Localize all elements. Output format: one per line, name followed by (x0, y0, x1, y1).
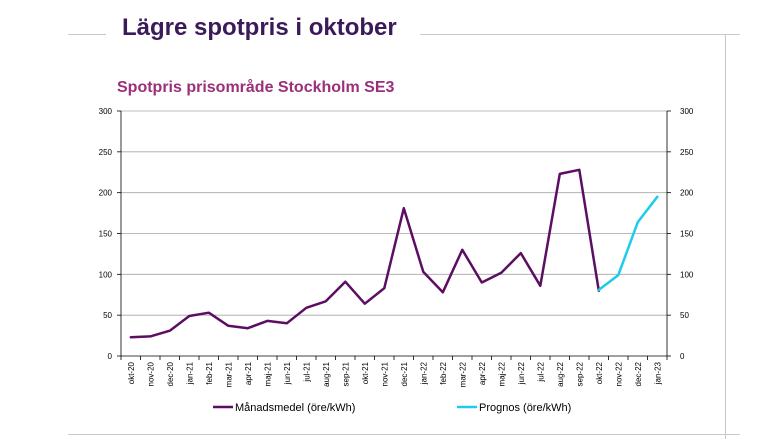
x-tick-label: maj-21 (263, 361, 272, 386)
x-tick-label: jan-21 (185, 361, 194, 385)
y-tick-label-left: 200 (99, 189, 113, 198)
y-tick-label-right: 250 (680, 148, 694, 157)
y-tick-label-left: 0 (108, 352, 113, 361)
x-tick-label: jun-21 (283, 361, 292, 385)
x-tick-label: mar-22 (458, 361, 467, 387)
x-tick-label: aug-21 (322, 361, 331, 386)
chart-title: Spotpris prisområde Stockholm SE3 (117, 79, 395, 96)
x-tick-label: maj-22 (497, 361, 506, 386)
y-tick-label-right: 50 (680, 311, 689, 320)
x-tick-label: apr-21 (244, 361, 253, 385)
x-tick-label: dec-22 (634, 361, 643, 386)
x-tick-label: jul-21 (302, 361, 311, 382)
legend-label: Månadsmedel (öre/kWh) (235, 402, 355, 414)
x-tick-label: jan-22 (419, 361, 428, 385)
x-tick-label: nov-22 (614, 361, 623, 386)
y-axis-left-ticks: 0 50 100 150 200 250 300 (99, 107, 113, 361)
y-axis-right-ticks: 0 50 100 150 200 250 300 (680, 107, 694, 361)
x-tick-label: feb-22 (439, 361, 448, 384)
x-tick-label: aug-22 (556, 361, 565, 386)
y-tick-label-left: 150 (99, 230, 113, 239)
title-rule-left (68, 34, 106, 35)
axes (117, 110, 671, 360)
x-tick-label: mar-21 (224, 361, 233, 387)
x-tick-label: feb-21 (205, 361, 214, 384)
x-tick-label: sep-21 (341, 361, 350, 386)
y-tick-label-right: 150 (680, 230, 694, 239)
y-tick-label-right: 0 (680, 352, 685, 361)
x-tick-label: dec-20 (166, 361, 175, 386)
y-tick-label-left: 250 (99, 148, 113, 157)
legend-label: Prognos (öre/kWh) (479, 402, 571, 414)
x-tick-label: okt-20 (127, 361, 136, 384)
x-tick-label: nov-21 (380, 361, 389, 386)
x-tick-label: dec-21 (400, 361, 409, 386)
x-tick-label: nov-20 (146, 361, 155, 386)
y-tick-label-right: 200 (680, 189, 694, 198)
y-tick-label-left: 300 (99, 107, 113, 116)
slide-title: Lägre spotpris i oktober (122, 14, 397, 41)
x-tick-label: okt-22 (595, 361, 604, 384)
y-tick-label-left: 100 (99, 270, 113, 279)
series-lines (129, 168, 659, 339)
series-line-manadsmedel (129, 168, 601, 339)
slide-divider-vertical (725, 34, 726, 439)
title-rule-right (420, 34, 740, 35)
y-tick-label-right: 300 (680, 107, 694, 116)
series-line-prognos (597, 195, 659, 292)
x-tick-label: jun-22 (517, 361, 526, 385)
y-tick-label-left: 50 (103, 311, 112, 320)
x-tick-label: apr-22 (478, 361, 487, 385)
legend: Månadsmedel (öre/kWh) Prognos (öre/kWh) (213, 402, 571, 414)
x-tick-label: jan-23 (653, 361, 662, 385)
y-tick-label-right: 100 (680, 270, 694, 279)
x-tick-label: okt-21 (361, 361, 370, 384)
x-axis-ticks: okt-20 nov-20 dec-20 jan-21 feb-21 mar-21 apr-… (127, 361, 663, 387)
x-tick-label: sep-22 (575, 361, 584, 386)
x-tick-label: jul-22 (536, 361, 545, 382)
slide-rule-bottom (68, 434, 740, 435)
